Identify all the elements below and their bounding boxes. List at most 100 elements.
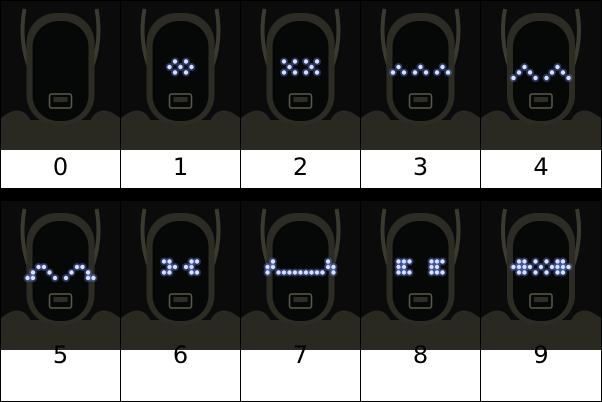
robot-photo (121, 201, 240, 350)
led-dot (167, 264, 172, 270)
led-dot (440, 259, 445, 264)
led-dot (331, 270, 336, 275)
led-dot (270, 264, 276, 270)
robot-head-illustration (361, 201, 480, 350)
led-dot (516, 264, 522, 270)
robot-head-illustration (481, 201, 601, 350)
led-dot (172, 59, 178, 64)
led-dot (178, 64, 183, 70)
panel-label: 7 (292, 341, 309, 369)
robot-head-illustration (361, 1, 480, 150)
panel-7: 7 (240, 200, 361, 402)
led-dot (511, 264, 516, 270)
led-dot (544, 75, 549, 81)
panel-9: 9 (480, 200, 602, 402)
led-dot (69, 270, 74, 275)
robot-head-illustration (1, 201, 120, 350)
led-dot (281, 270, 287, 275)
robot-photo (241, 201, 360, 350)
led-dot (281, 70, 287, 75)
led-dot (522, 64, 527, 70)
led-dot (52, 275, 58, 281)
led-dot (401, 259, 407, 264)
led-dot (314, 270, 320, 275)
panel-3: 3 (360, 0, 481, 200)
robot-photo (121, 1, 240, 150)
robot-head-illustration (241, 201, 360, 350)
robot-head-illustration (121, 201, 240, 350)
led-dot (325, 264, 331, 270)
robot-photo (1, 1, 120, 150)
led-dot (522, 264, 527, 270)
robot-head-illustration (121, 1, 240, 150)
led-dot (161, 270, 167, 275)
panel-label: 9 (533, 341, 549, 369)
led-dot (189, 259, 194, 264)
led-dot (533, 75, 538, 81)
led-dot (390, 70, 396, 75)
led-dot (320, 270, 325, 275)
led-dot (434, 259, 440, 264)
led-dot (30, 270, 36, 275)
led-dot (434, 70, 440, 75)
led-dot (434, 270, 440, 275)
robot-head-illustration (241, 1, 360, 150)
led-dot (527, 70, 533, 75)
panel-5: 5 (0, 200, 121, 402)
led-dot (429, 259, 434, 264)
panel-4: 4 (480, 0, 602, 200)
panel-label: 6 (172, 341, 189, 369)
led-dot (292, 59, 298, 64)
panel-1: 1 (120, 0, 241, 200)
led-dot (303, 59, 309, 64)
robot-photo (361, 201, 480, 350)
led-dot (287, 64, 292, 70)
panel-2: 2 (240, 0, 361, 200)
led-dot (265, 264, 270, 270)
led-dot (36, 264, 41, 270)
led-dot (440, 270, 445, 275)
led-dot (429, 270, 434, 275)
led-dot (538, 264, 544, 270)
panel-0: 0 (0, 0, 121, 200)
panel-6: 6 (120, 200, 241, 402)
led-dot (522, 259, 527, 264)
led-dot (412, 70, 418, 75)
led-dot (396, 270, 401, 275)
led-dot (522, 270, 527, 275)
led-dot (189, 264, 194, 270)
panel-label: 1 (172, 153, 189, 181)
led-dot (511, 75, 516, 81)
led-dot (560, 270, 566, 275)
led-dot (47, 270, 52, 275)
led-dot (566, 264, 571, 270)
led-dot (30, 275, 36, 281)
panel-label: 4 (533, 153, 549, 181)
led-dot (440, 64, 445, 70)
led-dot (566, 75, 571, 81)
robot-head-illustration (1, 1, 120, 150)
led-dot (314, 59, 320, 64)
led-dot (445, 70, 451, 75)
led-dot (270, 259, 276, 264)
led-dot (172, 264, 178, 270)
led-dot (298, 270, 303, 275)
led-dot (555, 259, 560, 264)
led-dot (167, 270, 172, 275)
led-dot (303, 270, 309, 275)
led-dot (189, 64, 194, 70)
led-dot (183, 59, 189, 64)
divider-bar (481, 188, 601, 199)
led-dot (429, 264, 434, 270)
led-dot (516, 70, 522, 75)
led-dot (555, 270, 560, 275)
led-dot (85, 270, 91, 275)
led-dot (161, 259, 167, 264)
led-dot (544, 259, 549, 264)
divider-bar (361, 188, 480, 199)
led-dot (167, 64, 172, 70)
led-dot (63, 275, 69, 281)
divider-bar (1, 188, 120, 199)
led-dot (167, 259, 172, 264)
led-dot (85, 275, 91, 281)
